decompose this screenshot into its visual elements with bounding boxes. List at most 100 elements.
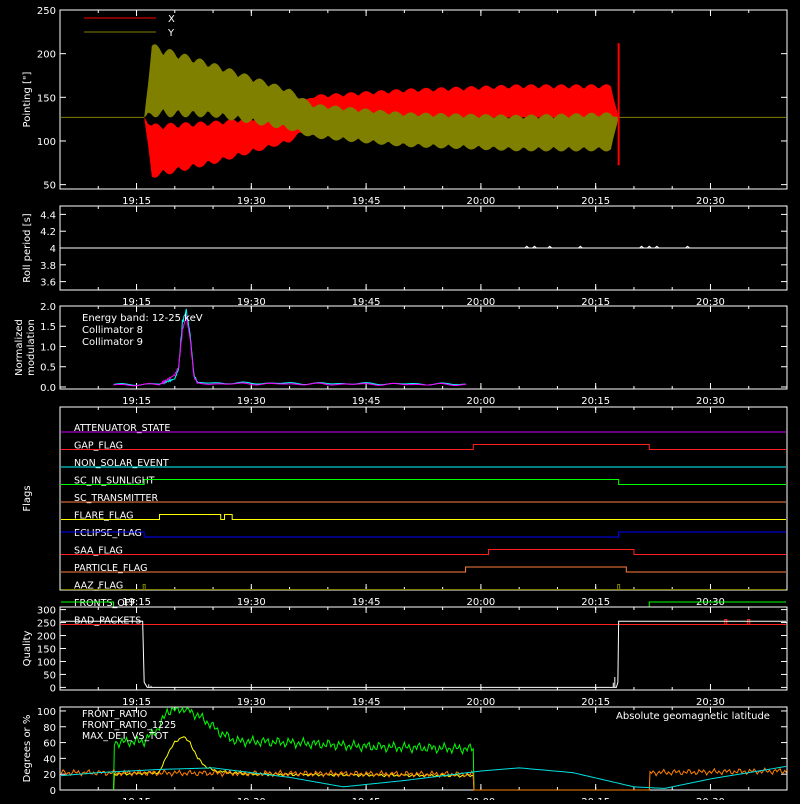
legend-label-front-ratio-1225: FRONT_RATIO_1225 (82, 720, 176, 731)
x-tick-label: 19:45 (352, 697, 381, 708)
x-tick-label: 19:15 (122, 697, 151, 708)
roll-period-blip (532, 245, 537, 249)
y-axis-label: Quality (22, 631, 33, 667)
y-axis-label: Normalized (14, 319, 25, 376)
y-axis-label: Flags (22, 485, 33, 511)
x-tick-label: 20:15 (581, 697, 610, 708)
y-tick-label: 100 (37, 707, 56, 718)
flag-label-sc-transmitter: SC_TRANSMITTER (74, 493, 159, 504)
roll-period-blip (639, 245, 644, 249)
x-tick-label: 20:15 (581, 597, 610, 608)
x-tick-label: 19:45 (352, 597, 381, 608)
x-tick-label: 20:30 (696, 396, 725, 407)
flag-pulse-bad-packets (724, 619, 728, 625)
x-tick-label: 19:45 (352, 196, 381, 207)
quality-line (61, 620, 786, 688)
x-tick-label: 19:15 (122, 597, 151, 608)
roll-period-blip (646, 245, 652, 249)
y-pointing-band (60, 44, 787, 152)
x-tick-label: 19:45 (352, 396, 381, 407)
y-axis-label: modulation (26, 319, 37, 376)
legend-label-max-det-vs-tot: MAX_DET_VS_TOT (82, 731, 168, 742)
x-tick-label: 20:15 (581, 396, 610, 407)
y-tick-label: 0 (50, 786, 56, 797)
y-tick-label: 150 (37, 93, 56, 104)
y-tick-label: 3.8 (40, 261, 56, 272)
flag-line-eclipse-flag (61, 531, 786, 538)
legend-label-collimator-8: Collimator 8 (82, 325, 143, 336)
legend-label-x: X (168, 14, 175, 25)
legend-label-front-ratio: FRONT_RATIO (82, 709, 147, 720)
panel-frame (59, 406, 788, 591)
x-tick-label: 20:30 (696, 297, 725, 308)
y-tick-label: 150 (37, 645, 56, 656)
flag-line-particle-flag (61, 566, 786, 573)
x-tick-label: 19:30 (237, 597, 266, 608)
flag-label-saa-flag: SAA_FLAG (74, 546, 123, 557)
y-tick-label: 4.2 (40, 227, 56, 238)
y-tick-label: 50 (43, 670, 56, 681)
flag-label-fronts-off: FRONTS_OFF (74, 598, 136, 609)
y-tick-label: 80 (43, 723, 56, 734)
y-tick-label: 200 (37, 632, 56, 643)
flag-label-gap-flag: GAP_FLAG (74, 441, 123, 452)
x-tick-label: 19:15 (122, 196, 151, 207)
flag-line-gap-flag (61, 444, 786, 450)
flag-pulse-aaz-flag (617, 584, 621, 590)
series-max-det-vs-tot (60, 767, 787, 791)
x-tick-label: 19:30 (237, 697, 266, 708)
y-tick-label: 250 (37, 619, 56, 630)
flag-label-eclipse-flag: ECLIPSE_FLAG (74, 528, 142, 539)
y-axis-label: Roll period [s] (22, 213, 33, 282)
x-tick-label: 20:30 (696, 196, 725, 207)
flag-label-aaz-flag: AAZ_FLAG (74, 581, 123, 592)
flag-label-attenuator-state: ATTENUATOR_STATE (74, 423, 170, 434)
series-front-ratio-1225 (113, 706, 475, 791)
y-tick-label: 0.5 (40, 363, 56, 374)
x-tick-label: 19:30 (237, 196, 266, 207)
legend-label-collimator-9: Collimator 9 (82, 337, 143, 348)
roll-period-blip (578, 245, 583, 249)
flag-line-sc-in-sunlight (61, 479, 786, 485)
y-tick-label: 0.0 (40, 383, 56, 394)
x-tick-label: 19:45 (352, 297, 381, 308)
x-tick-label: 20:00 (466, 196, 495, 207)
series-geomagnetic-latitude (60, 765, 787, 789)
y-axis-label: Pointing ["] (22, 71, 33, 127)
y-tick-label: 100 (37, 137, 56, 148)
x-tick-label: 19:30 (237, 396, 266, 407)
flag-line-saa-flag (61, 549, 786, 555)
x-tick-label: 19:30 (237, 297, 266, 308)
series-front-ratio (113, 736, 475, 791)
x-tick-label: 19:15 (122, 297, 151, 308)
y-tick-label: 250 (37, 6, 56, 17)
y-tick-label: 40 (43, 754, 56, 765)
panel-frame (59, 305, 788, 390)
flag-label-flare-flag: FLARE_FLAG (74, 511, 134, 522)
x-tick-label: 20:00 (466, 396, 495, 407)
y-tick-label: 100 (37, 657, 56, 668)
x-tick-label: 20:00 (466, 597, 495, 608)
flag-line-flare-flag (61, 514, 786, 520)
y-tick-label: 20 (43, 770, 56, 781)
flag-label-sc-in-sunlight: SC_IN_SUNLIGHT (74, 476, 155, 487)
panel-frame (59, 9, 788, 190)
roll-period-blip (685, 245, 690, 249)
y-tick-label: 1.5 (40, 322, 56, 333)
roll-period-blip (547, 245, 553, 249)
y-tick-label: 4.4 (40, 210, 56, 221)
x-tick-label: 19:15 (122, 396, 151, 407)
y-tick-label: 200 (37, 50, 56, 61)
x-tick-label: 20:30 (696, 697, 725, 708)
x-tick-label: 20:00 (466, 297, 495, 308)
y-tick-label: 2.0 (40, 302, 56, 313)
flag-label-particle-flag: PARTICLE_FLAG (74, 563, 147, 574)
y-tick-label: 0 (50, 683, 56, 694)
geomagnetic-latitude-annotation: Absolute geomagnetic latitude (616, 711, 770, 722)
flag-line-fronts-off (61, 601, 786, 608)
y-tick-label: 4 (50, 244, 56, 255)
flag-pulse-bad-packets (747, 619, 751, 625)
panel-frame (59, 706, 788, 791)
